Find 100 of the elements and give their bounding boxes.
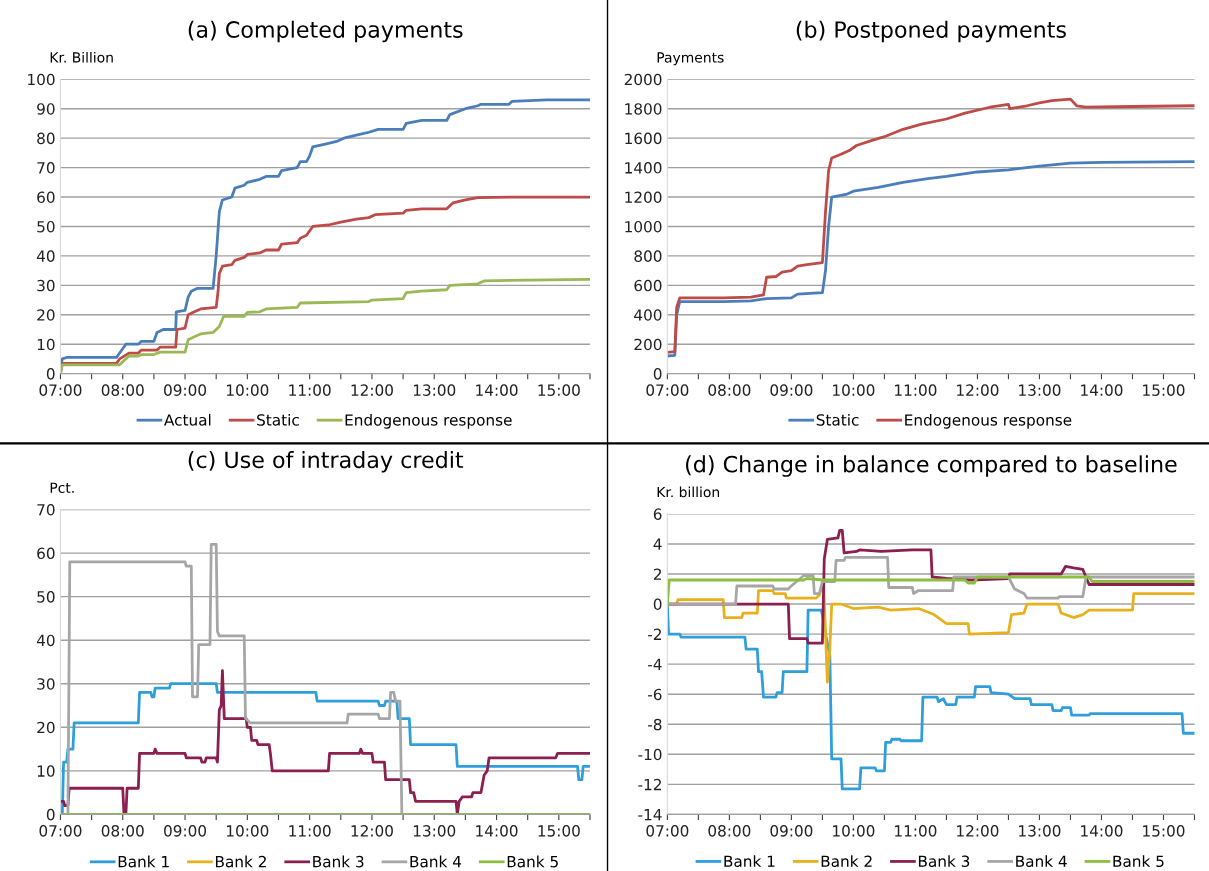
- y-tick-label: 2: [653, 568, 661, 580]
- legend-label: Bank 1: [724, 855, 775, 868]
- legend-label: Bank 5: [507, 855, 558, 868]
- legend-label: Bank 2: [821, 855, 872, 868]
- y-tick-label: -6: [648, 688, 662, 701]
- chart-title: (c) Use of intraday credit: [188, 450, 464, 473]
- x-tick-label: 08:00: [101, 825, 144, 837]
- x-tick-label: 14:00: [476, 384, 518, 396]
- y-axis-title: Kr. Billion: [50, 51, 113, 63]
- x-tick-label: 10:00: [227, 825, 269, 837]
- y-tick-label: 30: [37, 279, 55, 292]
- x-tick-label: 07:00: [646, 825, 689, 837]
- x-tick-label: 14:00: [1081, 384, 1123, 396]
- y-axis-title: Pct.: [50, 482, 74, 493]
- legend-label: Bank 3: [313, 855, 364, 868]
- y-tick-label: 100: [28, 73, 55, 86]
- y-tick-label: 70: [37, 162, 55, 174]
- legend-label: Endogenous response: [345, 413, 512, 429]
- y-tick-label: 40: [36, 634, 55, 647]
- y-tick-label: 40: [36, 250, 55, 262]
- x-tick-label: 13:00: [413, 825, 456, 837]
- x-tick-label: 08:00: [708, 384, 751, 396]
- y-tick-label: 1800: [625, 103, 662, 115]
- chart-title: (b) Postponed payments: [796, 20, 1066, 43]
- y-tick-label: 1600: [625, 132, 662, 145]
- legend-label: Bank 4: [1016, 855, 1067, 868]
- x-tick-label: 07:00: [39, 825, 82, 837]
- x-tick-label: 15:00: [538, 825, 580, 837]
- y-tick-label: 80: [37, 132, 55, 145]
- legend-label: Static: [816, 413, 859, 426]
- x-tick-label: 12:00: [351, 384, 393, 396]
- legend-label: Static: [257, 413, 299, 426]
- x-tick-label: 12:00: [957, 384, 999, 396]
- y-tick-label: 10: [37, 765, 55, 777]
- y-tick-label: 0: [653, 598, 662, 611]
- y-tick-label: 20: [37, 721, 55, 734]
- x-tick-label: 11:00: [289, 384, 331, 396]
- chart-title: (a) Completed payments: [188, 20, 463, 43]
- y-tick-label: 50: [37, 220, 55, 233]
- x-tick-label: 14:00: [1081, 825, 1123, 837]
- y-tick-label: -2: [648, 628, 661, 640]
- legend-label: Actual: [164, 413, 211, 426]
- x-tick-label: 08:00: [708, 825, 751, 837]
- y-tick-label: 200: [634, 338, 662, 351]
- chart-title: (d) Change in balance compared to baseline: [686, 455, 1177, 477]
- y-tick-label: -12: [638, 778, 661, 791]
- legend-label: Bank 4: [410, 855, 462, 868]
- x-tick-label: 12:00: [957, 825, 999, 837]
- x-tick-label: 11:00: [895, 384, 937, 396]
- x-tick-label: 08:00: [101, 384, 144, 396]
- y-tick-label: 0: [46, 808, 55, 821]
- y-tick-label: 70: [37, 504, 55, 516]
- y-tick-label: 20: [37, 309, 55, 321]
- x-tick-label: 10:00: [227, 384, 269, 396]
- y-axis-title: Kr. billion: [657, 486, 720, 498]
- y-tick-label: 800: [634, 250, 662, 262]
- legend-label: Bank 3: [918, 855, 970, 868]
- x-tick-label: 15:00: [1143, 384, 1185, 396]
- legend-label: Bank 2: [215, 855, 266, 868]
- x-tick-label: 14:00: [476, 825, 518, 837]
- x-tick-label: 12:00: [351, 825, 393, 837]
- y-tick-label: 0: [46, 368, 55, 380]
- y-tick-label: 6: [653, 508, 662, 520]
- y-tick-label: 600: [634, 279, 662, 292]
- x-tick-label: 13:00: [1019, 384, 1061, 396]
- x-tick-label: 15:00: [1143, 825, 1185, 837]
- x-tick-label: 13:00: [1019, 825, 1061, 837]
- x-tick-label: 07:00: [646, 384, 689, 396]
- y-axis-title: Payments: [657, 52, 724, 66]
- y-tick-label: 4: [653, 538, 662, 550]
- legend-label: Bank 5: [1113, 855, 1164, 868]
- y-tick-label: 1400: [625, 162, 662, 174]
- y-tick-label: -8: [648, 718, 662, 731]
- y-tick-label: 30: [37, 678, 55, 690]
- y-tick-label: -10: [638, 748, 662, 761]
- x-tick-label: 10:00: [833, 825, 875, 837]
- x-tick-label: 11:00: [895, 825, 937, 837]
- y-tick-label: 400: [634, 309, 662, 321]
- x-tick-label: 15:00: [538, 384, 580, 396]
- y-tick-label: 50: [37, 591, 55, 603]
- legend-label: Endogenous response: [905, 413, 1072, 429]
- y-tick-label: 60: [37, 191, 55, 204]
- y-tick-label: 90: [37, 103, 55, 115]
- y-tick-label: 0: [653, 368, 662, 380]
- x-tick-label: 13:00: [413, 384, 456, 396]
- y-tick-label: 60: [37, 547, 55, 560]
- x-tick-label: 09:00: [770, 384, 813, 396]
- x-tick-label: 11:00: [289, 825, 331, 837]
- y-tick-label: 1000: [625, 220, 662, 233]
- y-tick-label: -14: [638, 809, 662, 821]
- y-tick-label: 2000: [624, 73, 662, 86]
- x-tick-label: 09:00: [770, 825, 813, 837]
- y-tick-label: 1200: [625, 191, 662, 204]
- y-tick-label: -4: [648, 658, 662, 670]
- x-tick-label: 09:00: [164, 384, 207, 396]
- x-tick-label: 07:00: [39, 384, 82, 396]
- x-tick-label: 10:00: [833, 384, 875, 396]
- legend-label: Bank 1: [118, 855, 169, 868]
- y-tick-label: 10: [37, 338, 55, 351]
- x-tick-label: 09:00: [164, 825, 207, 837]
